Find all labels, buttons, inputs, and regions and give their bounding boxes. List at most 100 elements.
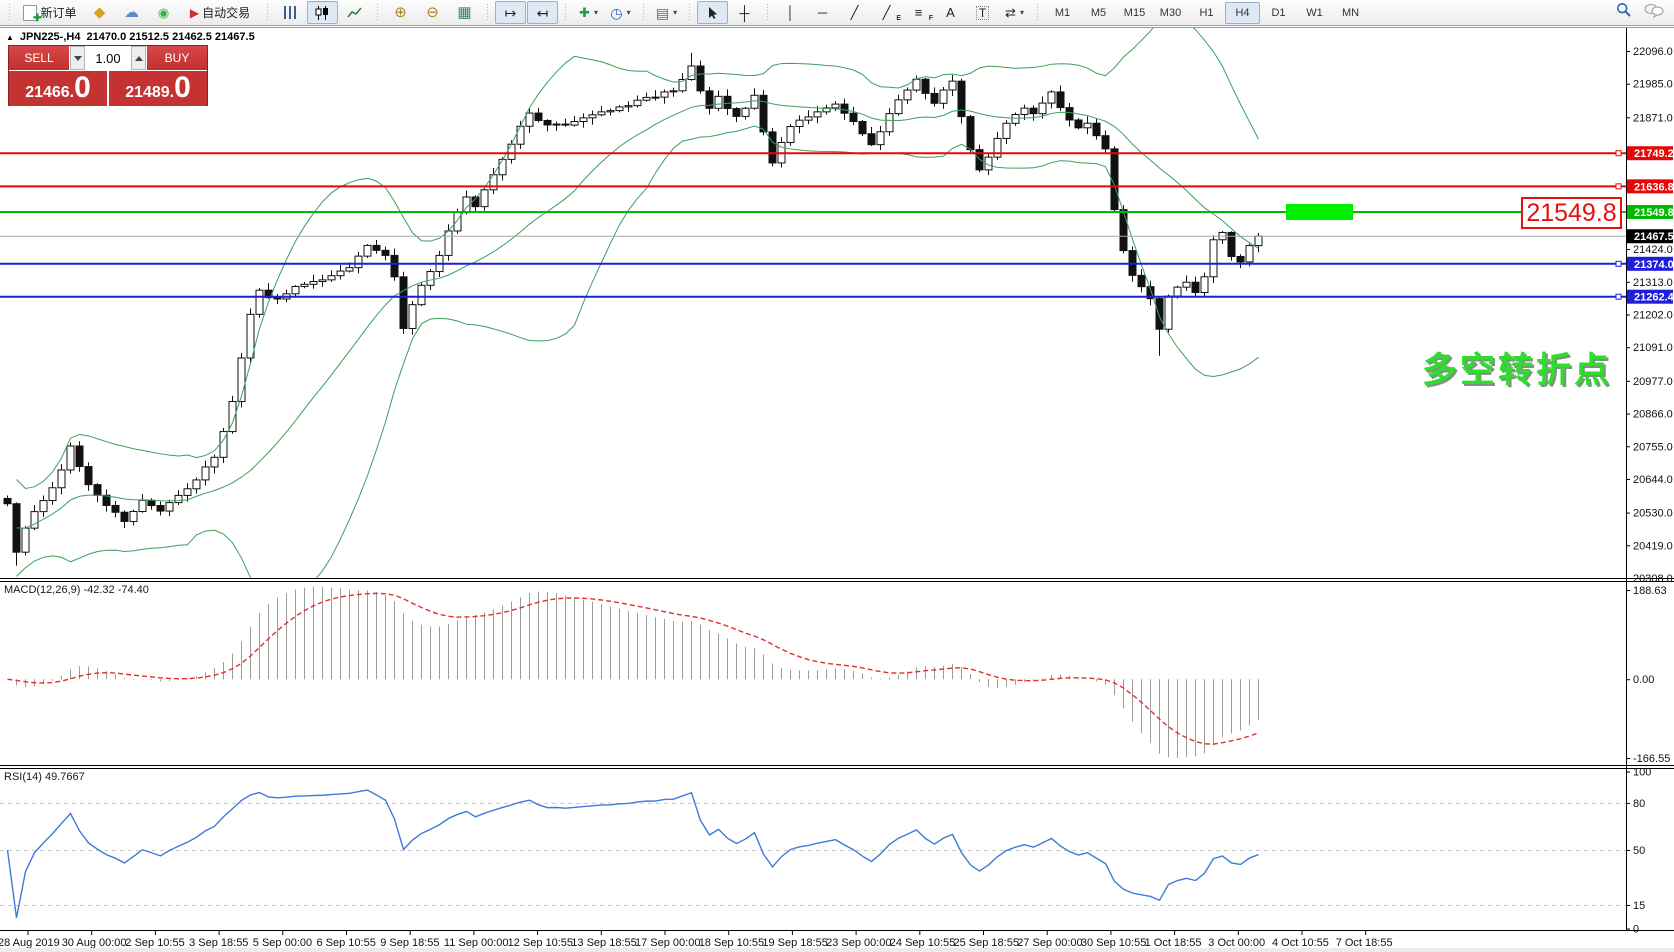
candlestick-chart-button[interactable] (307, 1, 338, 24)
rsi-axis-label: 100 (1633, 767, 1651, 779)
timeframe-m30[interactable]: M30 (1159, 6, 1182, 19)
profile-button[interactable]: ☁ (116, 1, 147, 24)
candle-body (804, 116, 813, 121)
collapse-panel-icon[interactable]: ▲ (6, 32, 14, 42)
autotrading-button[interactable]: ▶ 自动交易 (180, 1, 260, 24)
candle-body (327, 275, 336, 281)
autotrading-icon: ▶ (189, 5, 200, 20)
candle-body (930, 92, 939, 104)
pivot-annotation-text[interactable]: 多空转折点 (1422, 351, 1613, 390)
vertical-line-button[interactable]: │ (775, 1, 806, 24)
candle-body (453, 211, 462, 232)
bollinger-lower (16, 125, 1259, 578)
rsi-indicator-label: RSI(14) 49.7667 (4, 771, 85, 783)
volume-increase-button[interactable] (131, 46, 146, 70)
candle-body (39, 500, 48, 513)
dropdown-arrow-icon: ▾ (626, 8, 631, 17)
candle-body (21, 527, 30, 553)
trendline-button[interactable]: ╱ (839, 1, 870, 24)
timeframe-h4[interactable]: H4 (1225, 1, 1260, 24)
timeframe-m1[interactable]: M1 (1054, 6, 1071, 19)
candle-body (1245, 245, 1254, 263)
chat-icon[interactable] (1644, 3, 1664, 18)
candle-body (300, 283, 309, 287)
price-alert-box[interactable]: 21549.8 (1521, 197, 1622, 229)
buy-price-main: 21489. (125, 84, 175, 101)
date-axis-label: 30 Sep 10:55 (1081, 937, 1146, 949)
price-axis-label: 21313.0 (1633, 277, 1673, 289)
price-line-handle (1615, 150, 1622, 157)
sell-price[interactable]: 21466. 0 (9, 71, 107, 106)
candle-body (246, 313, 255, 359)
candle-body (417, 284, 426, 306)
timeframe-m15[interactable]: M15 (1123, 6, 1146, 19)
zoom-in-icon: ⊕ (394, 4, 407, 21)
candle-body (399, 276, 408, 329)
candle-body (192, 479, 201, 490)
volume-input[interactable] (85, 46, 131, 70)
horizontal-line-button[interactable]: ─ (807, 1, 838, 24)
cursor-button[interactable] (697, 1, 728, 24)
candle-body (723, 95, 732, 110)
channel-button[interactable]: ╱ E (871, 1, 902, 24)
periods-button[interactable]: ◷ ▾ (605, 1, 636, 24)
candle-body (201, 466, 210, 481)
search-icon[interactable] (1616, 2, 1632, 18)
timeframe-h1[interactable]: H1 (1199, 6, 1214, 19)
candle-body (309, 281, 318, 285)
toolbar-separator (375, 4, 380, 21)
candle-body (1092, 122, 1101, 137)
candle-body (102, 494, 111, 506)
text-button[interactable]: A (935, 1, 966, 24)
volume-decrease-button[interactable] (70, 46, 85, 70)
candle-body (1065, 107, 1074, 121)
candle-body (642, 96, 651, 101)
date-axis-label: 17 Sep 00:00 (635, 937, 700, 949)
sell-button[interactable]: SELL (9, 46, 69, 70)
add-indicator-button[interactable]: ✚ ▾ (573, 1, 604, 24)
crosshair-button[interactable]: ┼ (729, 1, 760, 24)
tile-windows-button[interactable]: ▦ (449, 1, 480, 24)
indicator-windows-button[interactable]: ▤ ▾ (651, 1, 682, 24)
chart-shift-button[interactable]: ↤ (527, 1, 558, 24)
signals-button[interactable]: ◉ (148, 1, 179, 24)
bar-chart-button[interactable] (275, 1, 306, 24)
auto-scroll-button[interactable]: ↦ (495, 1, 526, 24)
date-axis-label: 30 Aug 00:00 (62, 937, 127, 949)
candle-body (516, 125, 525, 145)
arrows-button[interactable]: ⇄ ▾ (999, 1, 1030, 24)
highlight-zone-rect[interactable] (1286, 203, 1353, 220)
volume-stepper (69, 46, 147, 70)
candle-body (1191, 281, 1200, 294)
new-order-button[interactable]: ✚ 新订单 (17, 1, 83, 24)
candle-body (939, 89, 948, 104)
line-chart-icon (347, 7, 362, 18)
candle-body (156, 505, 165, 512)
timeframe-d1[interactable]: D1 (1271, 6, 1286, 19)
candle-body (750, 94, 759, 109)
zoom-out-button[interactable]: ⊖ (417, 1, 448, 24)
candle-body (813, 111, 822, 118)
candle-body (390, 254, 399, 278)
timeframe-m5[interactable]: M5 (1090, 6, 1107, 19)
zoom-in-button[interactable]: ⊕ (385, 1, 416, 24)
candle-body (606, 110, 615, 113)
candle-body (363, 244, 372, 257)
cursor-icon (709, 6, 717, 19)
toolbar-separator (7, 4, 12, 21)
timeframe-w1[interactable]: W1 (1306, 6, 1323, 19)
candle-body (651, 96, 660, 99)
text-label-button[interactable]: T (967, 1, 998, 24)
macd-indicator-label: MACD(12,26,9) -42.32 -74.40 (4, 584, 149, 596)
buy-price[interactable]: 21489. 0 (109, 71, 207, 106)
buy-button[interactable]: BUY (147, 46, 207, 70)
fibonacci-button[interactable]: ≡ F (903, 1, 934, 24)
metaeditor-button[interactable]: ◆ (84, 1, 115, 24)
symbol-info-row: ▲ JPN225-,H4 21470.0 21512.5 21462.5 214… (6, 31, 255, 43)
timeframe-mn[interactable]: MN (1341, 6, 1360, 19)
line-chart-button[interactable] (339, 1, 370, 24)
candle-body (210, 456, 219, 468)
price-axis-label: 20977.0 (1633, 376, 1673, 388)
date-axis-label: 6 Sep 10:55 (317, 937, 376, 949)
